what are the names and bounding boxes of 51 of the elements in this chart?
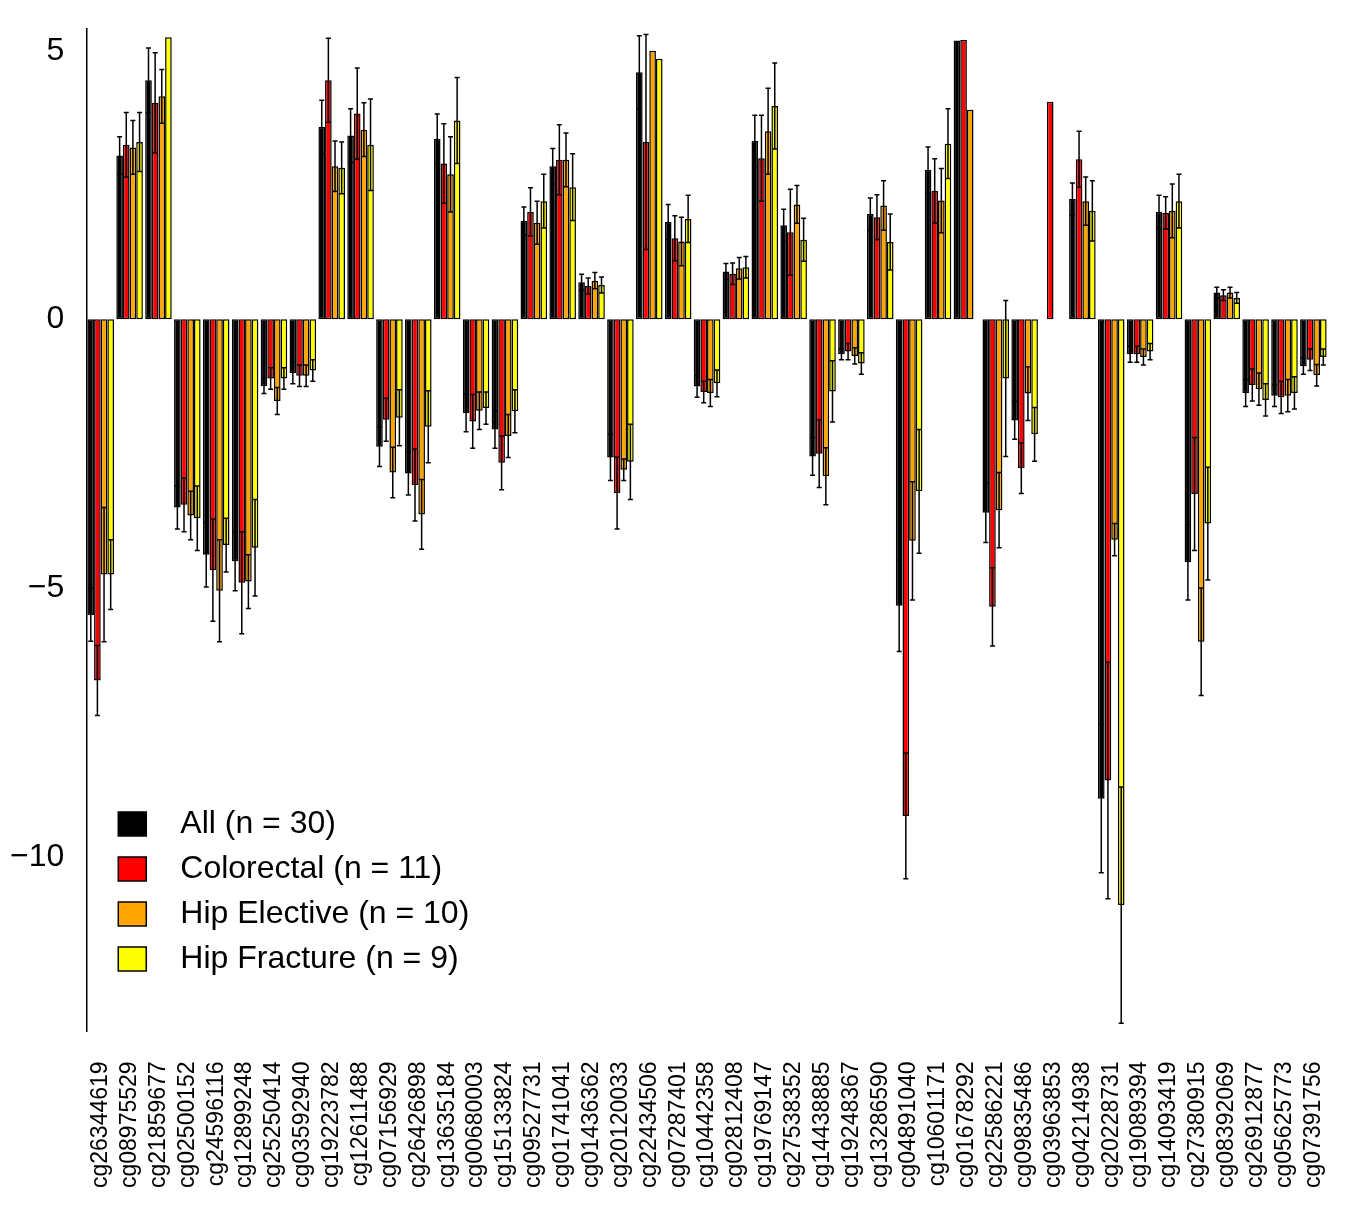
x-tick-label: cg13286590 [865,1061,892,1188]
y-tick-label: 5 [46,30,65,67]
x-tick-label: cg10601171 [923,1061,950,1187]
x-tick-label: cg27380915 [1183,1061,1210,1188]
x-tick-label: cg22434506 [634,1061,661,1188]
legend-label: Hip Fracture (n = 9) [180,938,459,975]
x-tick-label: cg20120033 [605,1061,632,1188]
x-tick-label: cg19769147 [750,1061,777,1188]
x-tick-label: cg07287401 [663,1061,690,1188]
x-tick-label: cg22586221 [981,1061,1008,1188]
x-tick-label: cg24596116 [201,1061,228,1187]
x-tick-label: cg08392069 [1212,1061,1239,1188]
x-tick-label: cg26344619 [86,1061,113,1188]
legend-label: All (n = 30) [180,803,336,840]
x-tick-label: cg05625773 [1269,1061,1296,1188]
x-tick-label: cg07391756 [1298,1061,1325,1188]
x-tick-label: cg15133824 [490,1061,517,1188]
x-tick-label: cg01741041 [548,1061,575,1188]
x-tick-label: cg03963853 [1038,1061,1065,1188]
x-tick-label: cg01436362 [576,1061,603,1188]
x-tick-label: cg02500152 [172,1061,199,1188]
x-tick-label: cg27538352 [779,1061,805,1188]
x-tick-label: cg04214938 [1067,1061,1094,1188]
x-tick-label: cg03592940 [288,1061,315,1188]
x-tick-label: cg12899248 [230,1061,257,1188]
y-tick-label: −10 [10,836,65,873]
legend-label: Colorectal (n = 11) [180,848,443,885]
legend-label: Hip Elective (n = 10) [180,893,470,930]
x-tick-label: cg01678292 [952,1061,979,1188]
x-tick-label: cg19089394 [1125,1061,1152,1188]
x-tick-label: cg09835486 [1009,1061,1036,1188]
x-tick-label: cg25250414 [259,1061,286,1188]
x-tick-label: cg20228731 [1096,1061,1123,1188]
x-tick-label: cg19248367 [836,1061,863,1188]
x-tick-label: cg00680003 [461,1061,488,1188]
y-tick-label: −5 [27,567,65,604]
x-tick-label: cg08975529 [114,1061,141,1188]
x-tick-label: cg04891040 [894,1061,921,1188]
x-tick-label: cg26426898 [403,1061,430,1188]
x-tick-label: cg21859677 [143,1061,170,1188]
x-tick-label: cg26912877 [1240,1061,1267,1188]
x-tick-label: cg14438885 [807,1061,834,1188]
x-tick-label: cg07156929 [374,1061,401,1188]
x-tick-label: cg02812408 [721,1061,748,1188]
x-tick-label: cg09527731 [519,1061,546,1188]
x-tick-label: cg10442358 [692,1061,719,1188]
x-tick-label: cg13635184 [432,1061,459,1188]
y-tick-label: 0 [46,299,65,336]
x-tick-label: cg12611488 [345,1061,372,1187]
x-tick-label: cg14093419 [1154,1061,1181,1188]
x-tick-label: cg19223782 [317,1061,344,1188]
